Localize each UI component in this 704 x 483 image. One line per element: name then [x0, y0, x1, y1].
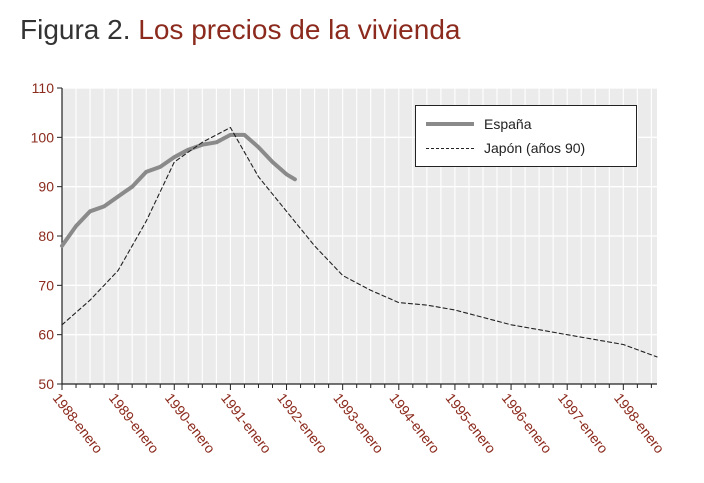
- x-tick-label: 1998-enero: [611, 390, 668, 456]
- title-main: Los precios de la vivienda: [130, 14, 461, 45]
- x-tick-label: 1995-enero: [443, 390, 500, 456]
- x-tick-label: 1991-enero: [218, 390, 275, 456]
- legend-item-japon: Japón (años 90): [426, 140, 585, 156]
- series-lines: [60, 126, 658, 358]
- y-tick-labels: 50 60 70 80 90 100 110: [31, 80, 55, 392]
- x-tick-label: 1990-enero: [162, 390, 219, 456]
- x-tick-label: 1993-enero: [330, 390, 387, 456]
- y-tick-label: 50: [38, 376, 54, 392]
- y-tick-label: 80: [38, 228, 54, 244]
- x-tick-label: 1989-enero: [106, 390, 163, 456]
- y-tick-label: 70: [38, 277, 54, 293]
- page-title: Figura 2. Los precios de la vivienda: [20, 12, 460, 48]
- series-line-espana: [60, 132, 297, 248]
- legend-label-espana: España: [484, 116, 532, 132]
- legend-item-espana: España: [426, 116, 531, 132]
- x-tick-label: 1988-enero: [50, 390, 107, 456]
- title-prefix: Figura 2.: [20, 14, 131, 45]
- x-tick-label: 1997-enero: [555, 390, 612, 456]
- x-tick-label: 1996-enero: [499, 390, 556, 456]
- series-line-japon: [61, 126, 658, 358]
- legend-label-japon: Japón (años 90): [484, 140, 586, 156]
- legend-swatch-espana: [426, 122, 474, 126]
- y-tick-label: 100: [31, 129, 55, 145]
- x-tick-labels: 1988-enero 1989-enero 1990-enero 1991-enero…: [50, 390, 668, 456]
- y-tick-label: 60: [38, 327, 54, 343]
- y-tick-label: 110: [32, 80, 55, 96]
- axes: [57, 87, 657, 390]
- x-tick-label: 1994-enero: [386, 390, 443, 456]
- y-tick-label: 90: [38, 179, 54, 195]
- x-tick-label: 1992-enero: [274, 390, 331, 456]
- legend: España Japón (años 90): [415, 105, 637, 167]
- legend-swatch-japon: [426, 147, 474, 149]
